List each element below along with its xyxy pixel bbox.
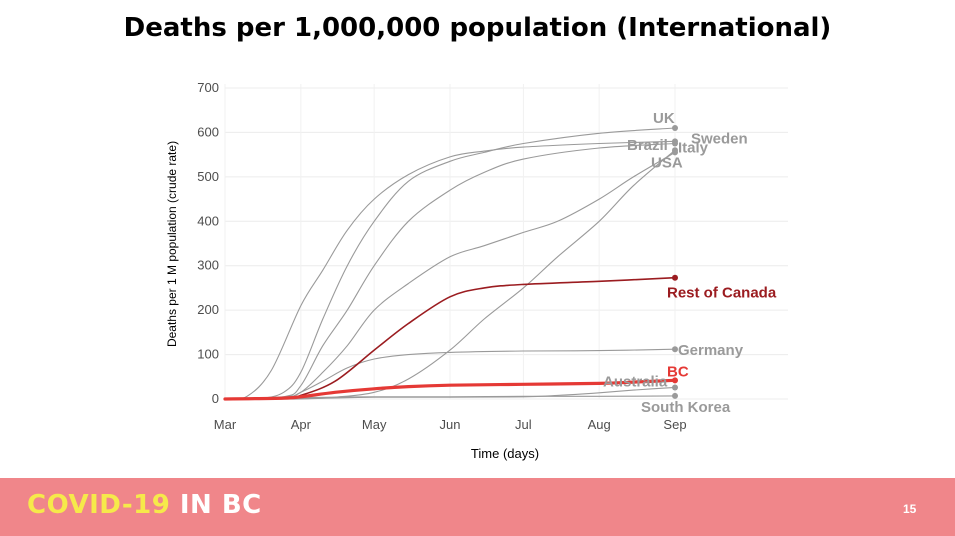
series-endpoint-south-korea [672,392,678,399]
axis-ticks: 0 100 200 300 400 500 600 700 Mar Apr May Jun Jul Aug… [197,80,686,432]
series-endpoint-usa [672,149,678,156]
series-label-bc: BC [667,363,689,380]
series-label-brazil: Brazil [627,137,668,154]
x-tick-label: Jul [515,417,532,432]
series-label-rest-of-canada: Rest of Canada [667,285,777,302]
series-line-sweden [224,142,676,400]
page-number: 15 [903,502,917,516]
x-axis-label: Time (days) [471,446,539,461]
series-line-germany [224,348,676,400]
series-endpoint-sweden [672,140,678,147]
x-tick-label: Jun [440,417,461,432]
series-label-italy: Italy [678,139,709,156]
series-endpoints [672,124,678,399]
covid19-bc-logo: COVID-19 IN BC [27,490,262,520]
brand-covid19: COVID-19 [27,490,171,520]
series-line-bc [223,378,677,401]
series-label-usa: USA [651,154,683,171]
y-axis-label: Deaths per 1 M population (crude rate) [165,141,179,347]
y-tick-label: 200 [197,302,219,317]
series-endpoint-uk [672,124,678,131]
y-tick-label: 300 [197,258,219,273]
series-label-south-korea: South Korea [641,399,731,416]
y-tick-label: 600 [197,124,219,139]
x-tick-label: Aug [588,417,611,432]
slide-title: Deaths per 1,000,000 population (Interna… [123,13,832,43]
x-tick-label: May [362,417,387,432]
slide-footer: COVID-19 IN BC 15 [0,478,955,536]
series-label-sweden: Sweden [691,131,748,148]
series-line-italy [224,140,676,400]
y-tick-label: 0 [212,391,219,406]
series-label-uk: UK [653,110,675,127]
x-tick-label: Mar [214,417,237,432]
series-label-australia: Australia [603,373,668,390]
y-tick-label: 400 [197,213,219,228]
brand-in-bc: IN BC [170,490,262,520]
y-tick-label: 500 [197,169,219,184]
series-endpoint-bc [672,377,678,384]
x-tick-label: Apr [291,417,312,432]
gridlines [224,84,788,400]
series-label-germany: Germany [678,342,744,359]
x-tick-label: Sep [663,417,686,432]
y-tick-label: 700 [197,80,219,95]
series-line-uk [224,127,676,400]
series-endpoint-germany [672,346,678,353]
y-tick-label: 100 [197,347,219,362]
series-lines [223,127,677,401]
series-endpoint-australia [672,384,678,391]
series-endpoint-rest-of-canada [672,274,678,281]
